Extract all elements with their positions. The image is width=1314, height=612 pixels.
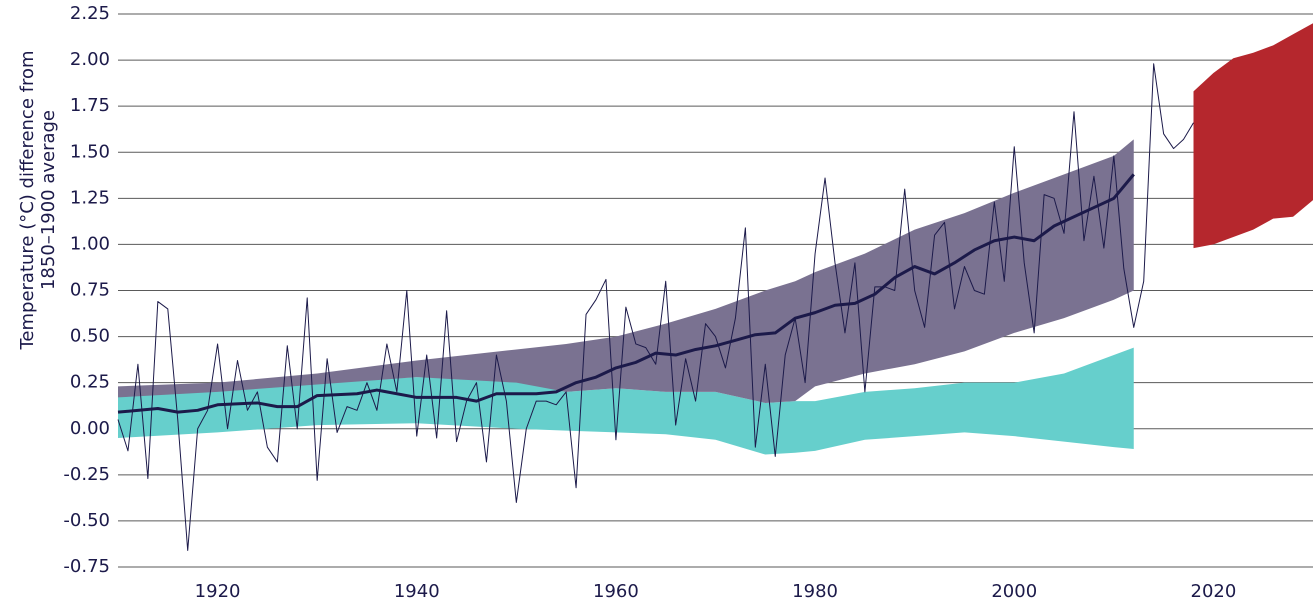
y-tick-label: 1.00 (70, 233, 110, 254)
range-band (1193, 23, 1313, 249)
y-tick-label: 1.50 (70, 141, 110, 162)
range-band (118, 347, 1134, 455)
y-tick-label: 2.00 (70, 49, 110, 70)
y-tick-label: 1.25 (70, 187, 110, 208)
y-tick-label: 2.25 (70, 3, 110, 24)
temperature-line (117, 173, 1135, 414)
temperature-line (117, 63, 1194, 551)
x-tick-label: 1940 (394, 581, 440, 602)
x-tick-label: 2020 (1191, 581, 1237, 602)
y-tick-label: 0.00 (70, 418, 110, 439)
x-tick-label: 1920 (195, 581, 241, 602)
y-tick-label: 0.25 (70, 372, 110, 393)
y-tick-label: -0.50 (63, 510, 110, 531)
y-tick-label: -0.75 (63, 556, 110, 577)
y-axis-title-line: Temperature (°C) difference from (17, 50, 38, 350)
y-tick-label: 0.50 (70, 326, 110, 347)
x-tick-label: 1980 (792, 581, 838, 602)
y-axis-title: Temperature (°C) difference from 1850–19… (17, 50, 59, 350)
y-tick-label: -0.25 (63, 464, 110, 485)
y-tick-label: 0.75 (70, 280, 110, 301)
x-tick-label: 1960 (593, 581, 639, 602)
range-band (118, 139, 1134, 403)
y-tick-label: 1.75 (70, 95, 110, 116)
y-axis-title-line: 1850–1900 average (38, 110, 59, 290)
x-tick-label: 2000 (991, 581, 1037, 602)
